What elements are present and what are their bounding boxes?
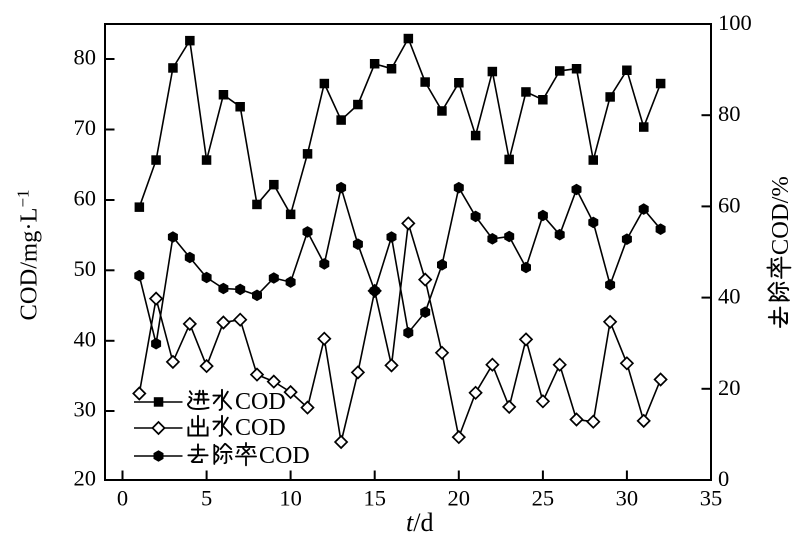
svg-text:60: 60 (74, 186, 97, 211)
svg-text:80: 80 (718, 101, 741, 126)
svg-text:50: 50 (74, 256, 97, 281)
svg-text:30: 30 (616, 486, 639, 511)
svg-text:30: 30 (74, 397, 97, 422)
svg-text:t/d: t/d (406, 508, 433, 537)
svg-text:35: 35 (700, 486, 723, 511)
svg-text:40: 40 (74, 326, 97, 351)
svg-text:0: 0 (117, 486, 128, 511)
svg-text:COD/%: COD/% (767, 176, 794, 255)
svg-text:70: 70 (74, 115, 97, 140)
svg-text:10: 10 (279, 486, 302, 511)
svg-text:20: 20 (718, 375, 741, 400)
svg-text:0: 0 (718, 466, 729, 491)
svg-text:COD: COD (235, 415, 286, 441)
svg-text:COD: COD (259, 443, 310, 469)
svg-text:80: 80 (74, 45, 97, 70)
svg-text:100: 100 (718, 10, 752, 35)
svg-text:5: 5 (201, 486, 212, 511)
svg-text:40: 40 (718, 284, 741, 309)
svg-text:20: 20 (74, 466, 97, 491)
svg-text:15: 15 (363, 486, 386, 511)
svg-text:COD/mg·L−1: COD/mg·L−1 (14, 189, 43, 320)
svg-text:COD: COD (235, 389, 286, 415)
svg-text:25: 25 (532, 486, 555, 511)
svg-text:20: 20 (448, 486, 471, 511)
svg-text:60: 60 (718, 192, 741, 217)
